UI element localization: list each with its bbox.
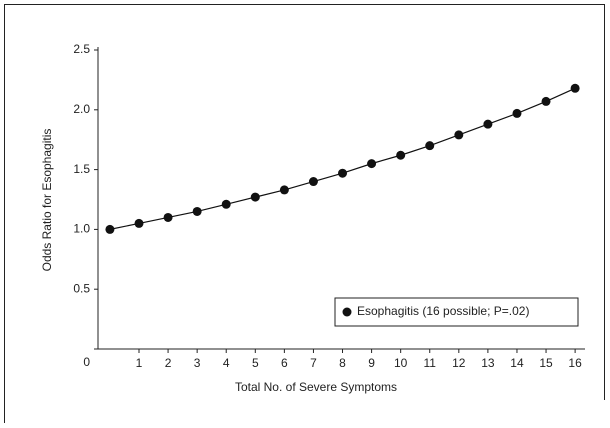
x-tick-label: 3 — [194, 356, 201, 370]
point — [192, 206, 202, 216]
x-tick-label: 9 — [368, 356, 375, 370]
y-tick-label: 0.5 — [73, 281, 90, 295]
line — [109, 87, 576, 230]
point — [483, 119, 493, 129]
point — [308, 177, 318, 187]
x-tick-label: 14 — [510, 356, 524, 370]
frame — [4, 4, 605, 423]
point — [279, 185, 289, 195]
x-tick-label: 5 — [252, 356, 259, 370]
point — [454, 130, 464, 140]
y-tick-label: 0 — [83, 355, 90, 369]
point — [134, 218, 144, 228]
x-axis-label: Total No. of Severe Symptoms — [235, 380, 397, 394]
x-tick-label: 15 — [539, 356, 553, 370]
y-tick-label: 2.0 — [73, 102, 90, 116]
x-tick-label: 13 — [481, 356, 495, 370]
x-tick-label: 6 — [281, 356, 288, 370]
point — [541, 96, 551, 106]
point — [425, 141, 435, 151]
point — [570, 83, 580, 93]
x-tick-label: 16 — [568, 356, 582, 370]
point — [512, 108, 522, 118]
y-axis-label: Odds Ratio for Esophagitis — [40, 129, 54, 272]
point — [367, 159, 377, 169]
x-tick-label: 1 — [136, 356, 143, 370]
x-tick-label: 8 — [339, 356, 346, 370]
point — [105, 224, 115, 234]
point — [163, 212, 173, 222]
x-tick-label: 11 — [424, 356, 437, 370]
legend-label: Esophagitis (16 possible; P=.02) — [357, 304, 529, 318]
x-tick-label: 4 — [223, 356, 230, 370]
legend-marker — [342, 307, 352, 317]
y-tick-label: 1.5 — [73, 162, 90, 176]
x-tick-label: 2 — [165, 356, 172, 370]
x-tick-label: 12 — [452, 356, 466, 370]
x-tick-label: 10 — [394, 356, 408, 370]
x-tick-label: 7 — [310, 356, 317, 370]
point — [250, 192, 260, 202]
point — [338, 168, 348, 178]
y-tick-label: 2.5 — [73, 42, 90, 56]
y-tick-label: 1.0 — [73, 222, 90, 236]
point — [396, 150, 406, 160]
point — [221, 199, 231, 209]
legend-box — [334, 297, 579, 327]
